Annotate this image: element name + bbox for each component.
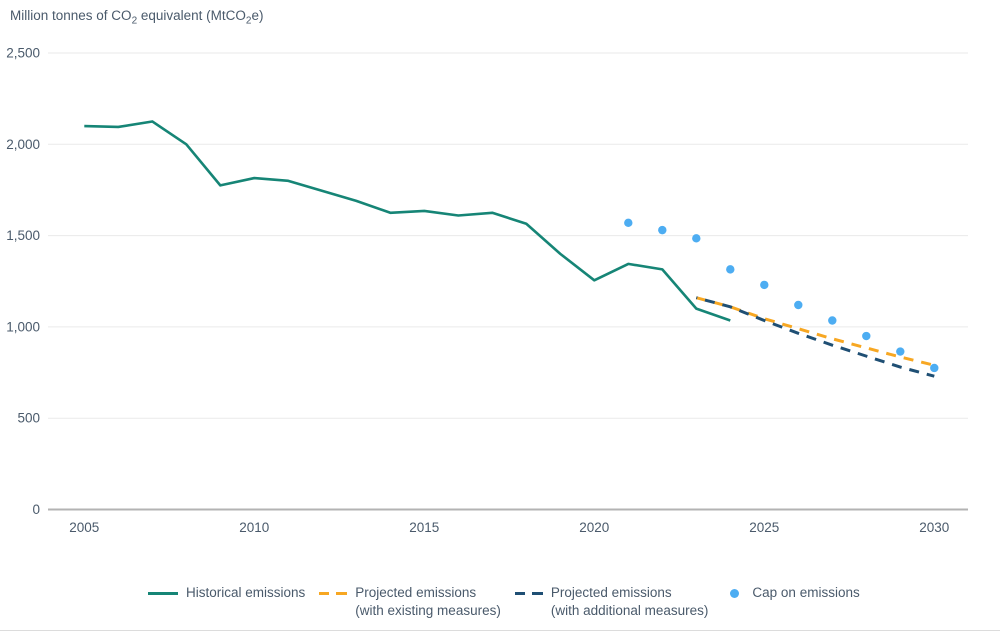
- legend-swatch-1: [319, 592, 348, 595]
- cap-on-emissions-point: [760, 280, 769, 290]
- cap-on-emissions-point: [896, 347, 905, 356]
- legend-item-historical-emissions: Historical emissions: [148, 584, 305, 602]
- legend-swatch-2: [514, 592, 543, 595]
- plot-area: 0 500 1,000 1,500 2,000 2,500 2005 2010 2015 2020…: [6, 46, 968, 535]
- cap-on-emissions-point: [624, 218, 633, 228]
- legend-label-line1: Projected emissions: [355, 585, 477, 600]
- legend-item-projected-existing-measures: Projected emissions (with existing measu…: [319, 584, 501, 619]
- x-tick-label: 2025: [749, 520, 779, 535]
- series-line-historical-emissions: [84, 120, 731, 322]
- chart-title-text: e): [251, 8, 264, 23]
- legend-label-line1: Projected emissions: [550, 585, 672, 600]
- cap-on-emissions-point: [726, 265, 735, 274]
- legend-swatch-3: [730, 589, 740, 598]
- y-tick-label: 2,500: [6, 46, 40, 61]
- y-tick-label: 1,500: [6, 228, 40, 243]
- cap-on-emissions-point: [930, 363, 939, 373]
- cap-on-emissions-point: [658, 225, 667, 235]
- x-tick-label: 2005: [69, 520, 99, 535]
- y-tick-label: 2,000: [6, 137, 40, 152]
- chart-title: Million tonnes of CO2 equivalent (MtCO2e…: [10, 8, 264, 26]
- legend-label-line2: (with existing measures): [355, 602, 501, 618]
- legend-label: Cap on emissions: [752, 584, 859, 602]
- legend-label: Historical emissions: [186, 584, 305, 602]
- cap-on-emissions-point: [692, 234, 701, 243]
- y-tick-label: 1,000: [6, 319, 40, 334]
- legend-label-line1: Historical emissions: [186, 585, 306, 600]
- legend-label-line2: (with additional measures): [550, 602, 709, 618]
- legend-label: Projected emissions (with additional mea…: [551, 584, 709, 619]
- cap-on-emissions-point: [862, 331, 871, 341]
- series-line-projected-emissions-with-existing-measures: [695, 296, 935, 367]
- x-tick-label: 2015: [409, 520, 439, 535]
- chart-legend: Historical emissions Projected emissions…: [148, 584, 860, 619]
- chart-title-subscript: 2: [131, 15, 138, 27]
- y-tick-label: 0: [32, 502, 40, 517]
- x-tick-label: 2030: [919, 520, 949, 535]
- legend-label: Projected emissions (with existing measu…: [355, 584, 501, 619]
- chart-title-text: Million tonnes of CO: [10, 8, 132, 23]
- legend-swatch-0: [148, 592, 178, 595]
- x-tick-label: 2010: [239, 520, 269, 535]
- chart-title-text: equivalent (MtCO: [137, 8, 246, 23]
- cap-on-emissions-point: [794, 300, 803, 310]
- legend-label-line1: Cap on emissions: [752, 585, 860, 600]
- x-tick-label: 2020: [579, 520, 609, 535]
- bottom-divider: [0, 630, 1000, 631]
- series-line-projected-emissions-with-additional-measures: [695, 296, 935, 378]
- cap-on-emissions-point: [828, 316, 837, 325]
- legend-item-projected-additional-measures: Projected emissions (with additional mea…: [514, 584, 709, 619]
- y-tick-label: 500: [17, 411, 40, 426]
- chart-title-subscript: 2: [245, 15, 252, 27]
- legend-item-cap-on-emissions: Cap on emissions: [722, 584, 860, 602]
